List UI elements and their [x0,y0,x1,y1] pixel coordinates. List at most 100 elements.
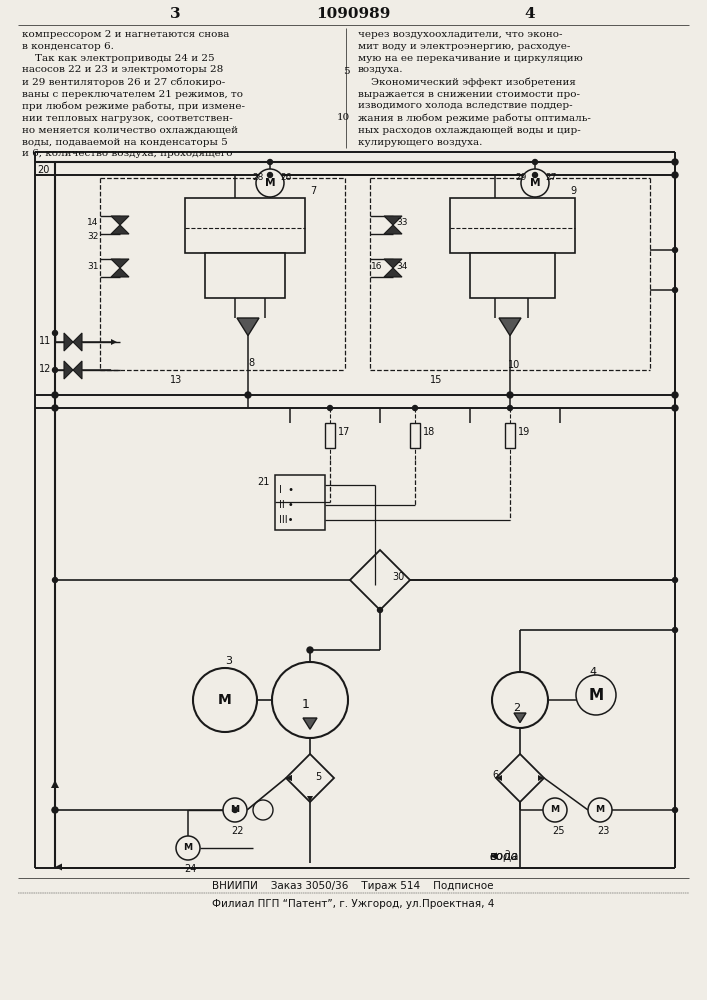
Text: 24: 24 [184,864,197,874]
Text: ВНИИПИ    Заказ 3050/36    Тираж 514    Подписное: ВНИИПИ Заказ 3050/36 Тираж 514 Подписное [212,881,493,891]
Text: M: M [530,178,540,188]
Polygon shape [514,713,526,723]
Polygon shape [111,339,117,345]
Circle shape [672,405,678,411]
Text: 26: 26 [280,173,291,182]
Text: 3: 3 [226,656,233,666]
Circle shape [672,159,678,165]
Circle shape [52,808,57,812]
Text: 4: 4 [590,667,597,677]
Circle shape [272,662,348,738]
Text: 30: 30 [392,572,404,582]
Polygon shape [499,318,521,336]
Text: 3: 3 [170,7,180,21]
Polygon shape [73,333,82,351]
Text: 13: 13 [170,375,182,385]
Polygon shape [286,754,334,802]
Text: 9: 9 [570,186,576,196]
Circle shape [52,392,58,398]
Text: 6: 6 [492,770,498,780]
Circle shape [532,159,537,164]
Circle shape [245,392,251,398]
Text: 8: 8 [248,358,254,368]
Circle shape [327,406,332,410]
Circle shape [672,288,677,292]
Circle shape [52,367,57,372]
Text: 10: 10 [337,113,350,122]
Text: 33: 33 [396,218,407,227]
Text: вода: вода [490,850,518,862]
Circle shape [52,405,58,411]
Polygon shape [64,333,73,351]
Text: 21: 21 [257,477,269,487]
Polygon shape [384,216,402,225]
Text: 17: 17 [338,427,351,437]
Circle shape [492,672,548,728]
Text: M: M [588,688,604,702]
Polygon shape [384,225,402,234]
Text: M: M [218,693,232,707]
Polygon shape [111,225,129,234]
Circle shape [253,800,273,820]
Text: M: M [230,806,240,814]
Text: 28: 28 [252,173,264,182]
Circle shape [233,808,238,812]
Text: 19: 19 [518,427,530,437]
Circle shape [267,159,272,164]
Text: 29: 29 [515,173,527,182]
Circle shape [256,169,284,197]
Text: M: M [551,806,559,814]
Polygon shape [73,361,82,379]
Text: M: M [183,844,192,852]
Circle shape [52,578,57,582]
Circle shape [508,406,513,410]
Circle shape [672,808,677,812]
Polygon shape [111,259,129,268]
Bar [205,253,285,298]
Circle shape [176,836,200,860]
Circle shape [223,798,247,822]
Text: 16: 16 [371,262,382,271]
Circle shape [672,392,678,398]
Circle shape [267,172,272,178]
Polygon shape [51,780,59,788]
Polygon shape [384,259,402,268]
Text: 15: 15 [430,375,443,385]
Polygon shape [490,852,497,859]
Text: 5: 5 [315,772,321,782]
Text: 4: 4 [525,7,535,21]
Text: I  •: I • [279,485,294,495]
Text: 27: 27 [545,173,556,182]
Polygon shape [286,775,292,781]
Text: 34: 34 [396,262,407,271]
Polygon shape [286,775,292,781]
Circle shape [526,203,534,211]
Circle shape [52,807,58,813]
Text: 18: 18 [423,427,436,437]
Text: 12: 12 [39,364,52,374]
Polygon shape [350,550,410,610]
Text: 10: 10 [508,360,520,370]
Text: 22: 22 [231,826,243,836]
Polygon shape [64,361,73,379]
Text: 2: 2 [513,703,520,713]
Circle shape [672,628,677,633]
Text: 32: 32 [87,232,98,241]
Circle shape [588,798,612,822]
Bar [275,475,325,530]
Text: II •: II • [279,500,293,510]
Circle shape [672,578,677,582]
Text: M: M [595,806,604,814]
Bar [505,423,515,448]
Text: M: M [264,178,275,188]
Circle shape [536,203,544,211]
Text: 31: 31 [87,262,98,271]
Bar [185,198,305,253]
Text: 11: 11 [39,336,51,346]
Circle shape [532,172,537,178]
Text: 23: 23 [597,826,609,836]
Circle shape [521,169,549,197]
Text: 5: 5 [344,68,350,77]
Text: через воздухоохладители, что эконо-
мит воду и электроэнергию, расходуе-
мую на : через воздухоохладители, что эконо- мит … [358,30,591,147]
Circle shape [543,798,567,822]
